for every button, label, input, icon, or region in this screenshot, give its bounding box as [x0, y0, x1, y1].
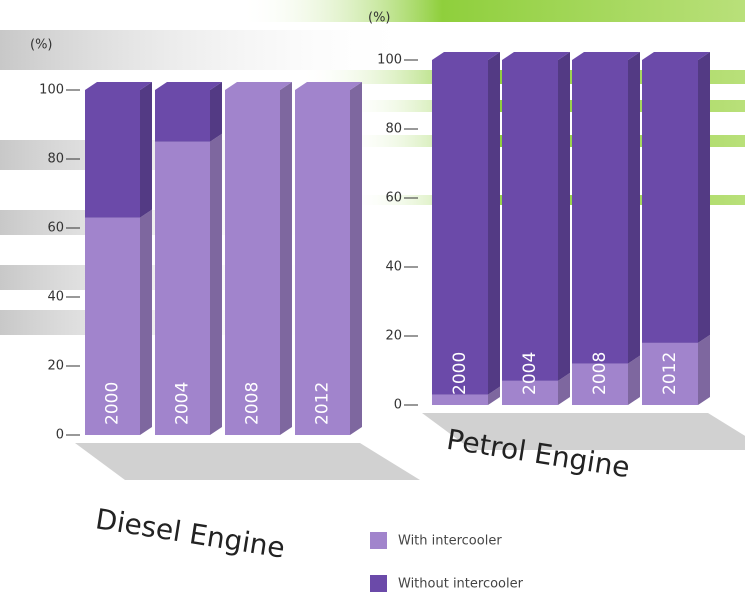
bar-side [140, 210, 152, 435]
bar [432, 395, 488, 405]
bar-side [698, 335, 710, 405]
y-tick-label: 20 [385, 329, 402, 344]
bar-top [502, 52, 570, 60]
y-tick-label: 20 [47, 359, 64, 374]
category-label: 2000 [103, 382, 123, 425]
category-label: 2012 [313, 382, 333, 425]
bar-side [488, 52, 500, 395]
y-tick-label: 40 [47, 290, 64, 305]
bar [572, 60, 628, 364]
bar-side [140, 82, 152, 218]
bar-side [698, 52, 710, 343]
y-tick-label: 0 [56, 428, 64, 443]
chart: (%) 0 20 40 60 80 100 2000 2004 2008 2012 Diesel En… [0, 0, 745, 595]
bar [432, 60, 488, 395]
bar [155, 90, 210, 142]
bar-top [642, 52, 710, 60]
legend-swatch [370, 575, 387, 592]
bar-side [210, 134, 222, 435]
bar-side [280, 82, 292, 435]
legend-label: Without intercooler [398, 577, 524, 592]
bar-side [628, 52, 640, 364]
legend-swatch [370, 532, 387, 549]
chart-title: Diesel Engine [93, 502, 287, 564]
bar-top [432, 52, 500, 60]
category-label: 2012 [660, 352, 680, 395]
bar-side [210, 82, 222, 142]
category-label: 2004 [520, 352, 540, 395]
bar-side [350, 82, 362, 435]
axis-label: (%) [368, 11, 391, 26]
y-tick-label: 100 [39, 83, 64, 98]
floor [75, 443, 420, 480]
y-tick-label: 80 [385, 122, 402, 137]
category-label: 2004 [173, 382, 193, 425]
category-label: 2008 [590, 352, 610, 395]
category-label: 2000 [450, 352, 470, 395]
y-tick-label: 100 [377, 53, 402, 68]
bar [85, 90, 140, 218]
bar-side [558, 52, 570, 381]
legend-label: With intercooler [398, 534, 502, 549]
bar-top [572, 52, 640, 60]
y-tick-label: 60 [47, 221, 64, 236]
category-label: 2008 [243, 382, 263, 425]
bar [502, 60, 558, 381]
axis-label: (%) [30, 38, 53, 53]
plot-area: (%) 0 20 40 60 80 100 2000 2004 2008 2012 Diesel En… [30, 11, 745, 565]
y-tick-label: 60 [385, 191, 402, 206]
y-tick-label: 80 [47, 152, 64, 167]
bar-side [628, 356, 640, 405]
y-tick-label: 40 [385, 260, 402, 275]
y-tick-label: 0 [394, 398, 402, 413]
bar [642, 60, 698, 343]
